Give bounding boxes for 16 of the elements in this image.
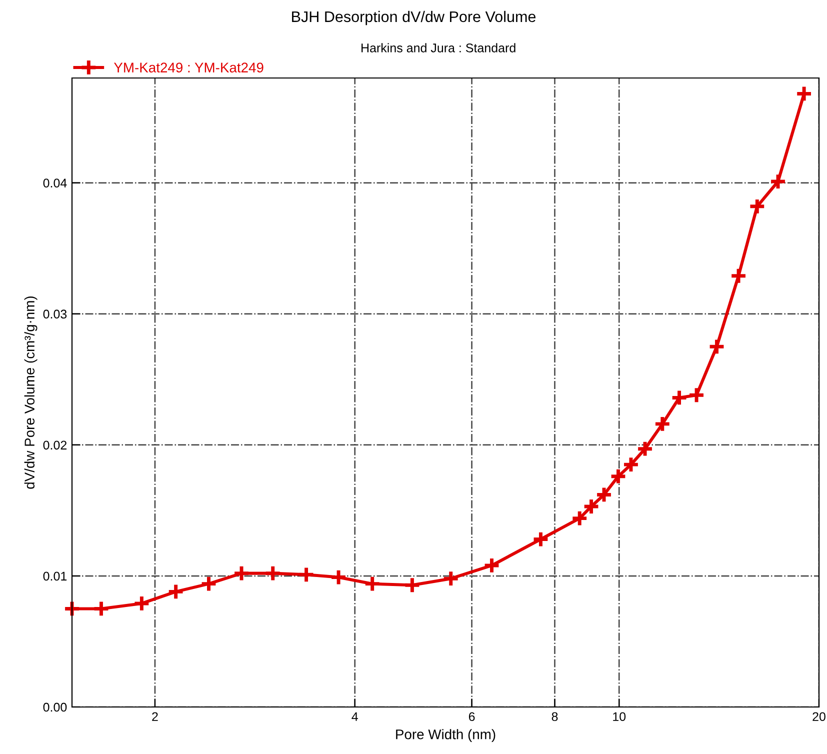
x-tick-label: 2 bbox=[152, 712, 158, 721]
y-tick-label: 0.00 bbox=[43, 702, 67, 712]
x-tick-label: 6 bbox=[468, 712, 475, 722]
x-tick-label: 20 bbox=[812, 712, 826, 722]
y-tick-label: 0.02 bbox=[43, 440, 67, 450]
legend-label: YM-Kat249 : YM-Kat249 bbox=[114, 62, 264, 72]
x-tick-label: 10 bbox=[613, 712, 626, 722]
chart-title: BJH Desorption dV/dw Pore Volume bbox=[292, 10, 536, 26]
x-axis-title: Pore Width (nm) bbox=[396, 729, 496, 742]
y-tick-label: 0.03 bbox=[43, 310, 67, 319]
x-tick-label: 8 bbox=[552, 712, 558, 722]
y-axis-title: dV/dw Pore Volume (cm³/g·nm) bbox=[24, 296, 38, 489]
chart-subtitle: Harkins and Jura : Standard bbox=[362, 43, 516, 52]
x-tick-label: 4 bbox=[352, 712, 358, 721]
y-tick-label: 0.01 bbox=[43, 572, 67, 581]
y-tick-label: 0.04 bbox=[43, 178, 67, 188]
